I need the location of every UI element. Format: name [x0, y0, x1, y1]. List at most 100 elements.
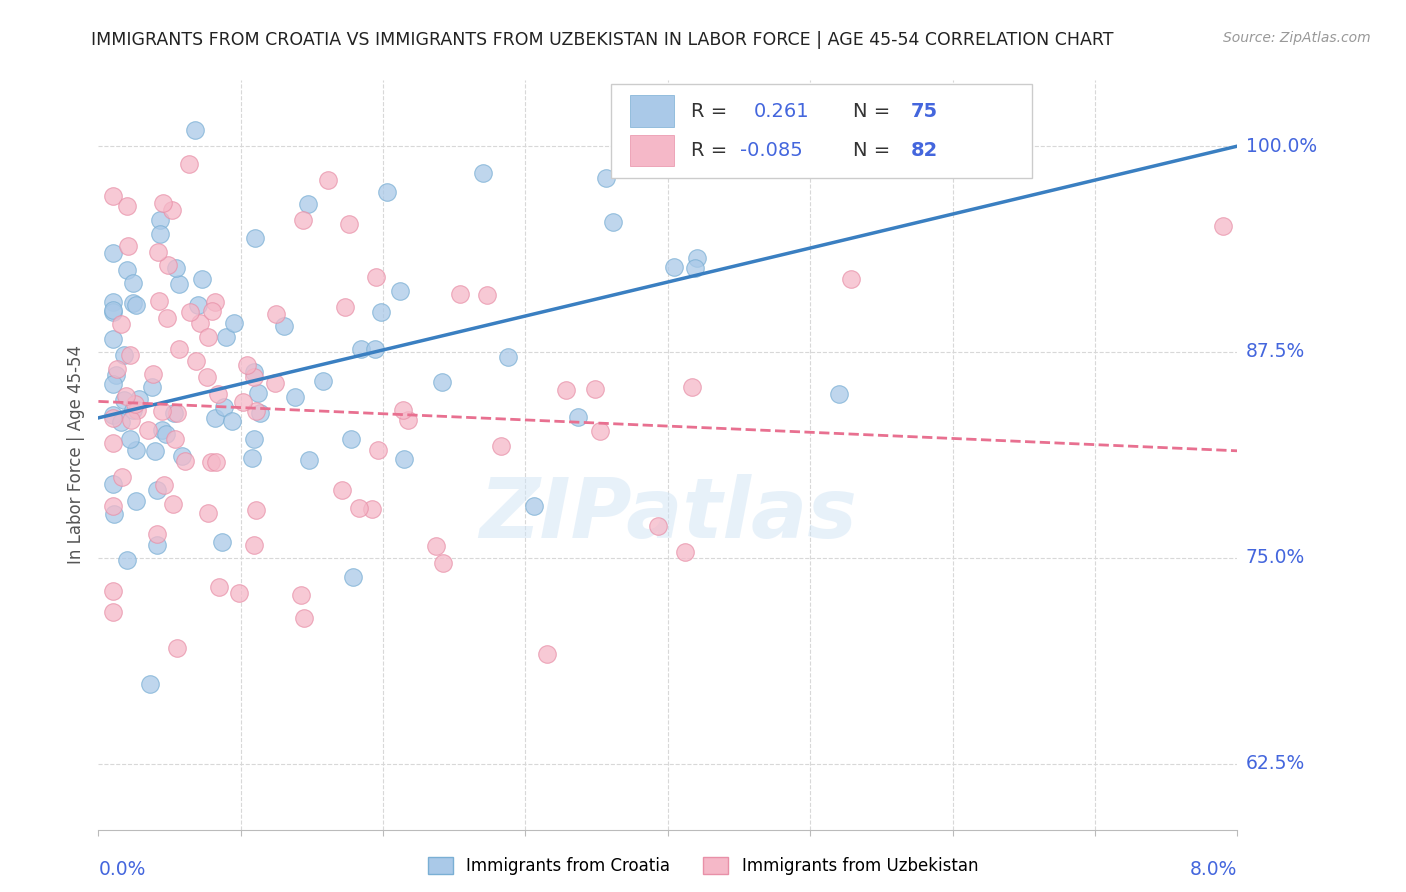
Point [117, 263, 139, 277]
Point [118, 348, 141, 362]
Text: IMMIGRANTS FROM CROATIA VS IMMIGRANTS FROM UZBEKISTAN IN LABOR FORCE | AGE 45-54: IMMIGRANTS FROM CROATIA VS IMMIGRANTS FR… [91, 31, 1114, 49]
Point [125, 403, 148, 417]
Point [104, 368, 127, 382]
Point [245, 231, 267, 245]
Point [264, 376, 287, 390]
Point [430, 375, 453, 389]
Point [186, 298, 208, 312]
Point [472, 166, 495, 180]
Point [184, 354, 207, 368]
Point [153, 478, 176, 492]
Point [647, 519, 669, 533]
FancyBboxPatch shape [612, 84, 1032, 178]
Point [101, 408, 124, 422]
Point [201, 304, 224, 318]
Point [150, 404, 173, 418]
Point [523, 500, 546, 514]
Point [101, 302, 124, 317]
Point [208, 580, 231, 594]
Point [156, 311, 179, 326]
Point [165, 432, 187, 446]
Point [146, 483, 169, 497]
Point [392, 403, 415, 417]
Point [396, 413, 419, 427]
Point [567, 410, 589, 425]
Point [588, 424, 610, 438]
Point [146, 245, 169, 260]
Point [125, 298, 148, 312]
Point [184, 122, 207, 136]
Point [190, 316, 212, 330]
Point [212, 401, 235, 415]
Point [1212, 219, 1234, 233]
Point [115, 389, 138, 403]
Point [152, 196, 174, 211]
Text: 8.0%: 8.0% [1189, 860, 1237, 880]
Point [167, 277, 190, 291]
Point [683, 260, 706, 275]
Text: -0.085: -0.085 [740, 141, 803, 161]
Point [214, 330, 236, 344]
Point [681, 380, 703, 394]
Text: 0.0%: 0.0% [98, 860, 146, 880]
Point [316, 172, 339, 186]
Y-axis label: In Labor Force | Age 45-54: In Labor Force | Age 45-54 [66, 345, 84, 565]
Text: 100.0%: 100.0% [1246, 136, 1317, 155]
Point [110, 317, 132, 331]
Point [536, 647, 558, 661]
Point [247, 385, 270, 400]
Point [839, 271, 862, 285]
Point [141, 380, 163, 394]
Point [120, 413, 142, 427]
Point [475, 287, 498, 301]
Point [388, 284, 411, 298]
Text: 62.5%: 62.5% [1246, 755, 1305, 773]
Point [498, 350, 520, 364]
Point [197, 330, 219, 344]
Point [207, 387, 229, 401]
Point [292, 212, 315, 227]
Point [312, 374, 335, 388]
Point [172, 449, 194, 463]
Point [243, 538, 266, 552]
Legend: Immigrants from Croatia, Immigrants from Uzbekistan: Immigrants from Croatia, Immigrants from… [419, 849, 987, 884]
Point [197, 506, 219, 520]
Point [142, 367, 165, 381]
Point [174, 453, 197, 467]
Point [101, 583, 124, 598]
Point [112, 392, 135, 407]
Point [242, 370, 264, 384]
Point [165, 260, 187, 275]
Point [177, 156, 200, 170]
Point [342, 570, 364, 584]
Point [243, 432, 266, 446]
Point [166, 641, 188, 656]
Point [232, 395, 254, 409]
Point [273, 319, 295, 334]
Point [686, 251, 709, 265]
Point [290, 588, 312, 602]
Point [155, 426, 177, 441]
Point [101, 305, 124, 319]
Point [673, 544, 696, 558]
Point [828, 387, 851, 401]
Text: N =: N = [853, 141, 891, 161]
Point [664, 260, 686, 274]
Point [236, 358, 259, 372]
Bar [630, 135, 673, 167]
Point [125, 443, 148, 458]
Point [195, 370, 218, 384]
Point [333, 300, 356, 314]
Point [121, 276, 143, 290]
Point [432, 556, 454, 570]
Point [245, 403, 267, 417]
Point [101, 411, 124, 425]
Point [245, 503, 267, 517]
Point [112, 348, 135, 362]
Point [122, 402, 145, 417]
Point [150, 423, 173, 437]
Text: 75: 75 [911, 102, 938, 120]
Point [298, 453, 321, 467]
Point [364, 342, 387, 356]
Point [160, 202, 183, 217]
